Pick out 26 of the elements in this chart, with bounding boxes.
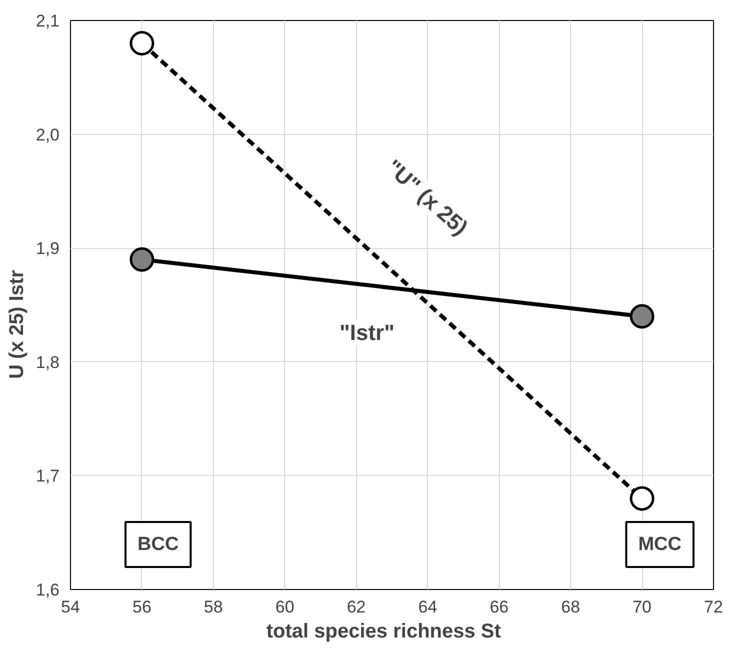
series-label: "Istr": [339, 320, 395, 346]
y-tick-label: 1,9: [36, 239, 60, 258]
x-axis-title: total species richness St: [266, 620, 502, 642]
point: [130, 247, 154, 272]
x-tick-label: 68: [561, 598, 580, 616]
y-tick-label: 1,8: [36, 352, 60, 372]
y-tick-label: 1,6: [36, 580, 60, 600]
annotation: BCC: [138, 534, 179, 555]
y-tick-label: 2,1: [36, 12, 60, 30]
annotation: MCC: [638, 534, 682, 555]
y-axis-title: U (x 25) Istr: [6, 270, 28, 379]
text: "U" (x 25): [381, 154, 473, 240]
x-tick-label: 60: [275, 598, 294, 616]
x-tick-label: 66: [490, 598, 509, 616]
x-tick-label: 62: [346, 598, 366, 616]
point: [130, 31, 154, 56]
point: [630, 304, 654, 329]
x-tick-label: 56: [132, 598, 152, 616]
x-tick-label: 70: [632, 598, 652, 616]
point: [630, 486, 654, 511]
x-tick-label: 72: [704, 598, 723, 616]
y-tick-label: 2,0: [36, 125, 60, 144]
y-tick-label: 1,7: [36, 466, 60, 486]
x-tick-label: 58: [204, 598, 223, 616]
x-tick-label: 64: [418, 598, 438, 616]
x-tick-label: 54: [61, 598, 80, 616]
